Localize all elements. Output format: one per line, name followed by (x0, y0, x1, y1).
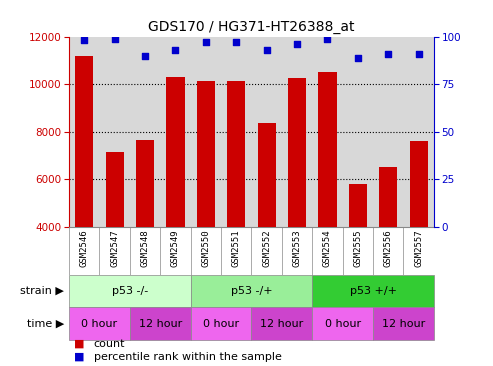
Text: GSM2556: GSM2556 (384, 229, 393, 267)
Title: GDS170 / HG371-HT26388_at: GDS170 / HG371-HT26388_at (148, 20, 354, 34)
Text: p53 -/-: p53 -/- (112, 286, 148, 296)
Bar (166, 77, 184, 227)
Bar (75, 56, 93, 227)
Bar (318, 72, 337, 227)
Bar (106, 152, 124, 227)
Point (110, 36, 119, 41)
Point (384, 51, 392, 57)
Text: p53 -/+: p53 -/+ (231, 286, 272, 296)
Text: count: count (94, 339, 125, 349)
Text: ■: ■ (74, 339, 84, 349)
Text: p53 +/+: p53 +/+ (350, 286, 396, 296)
Point (415, 51, 423, 57)
Text: GSM2555: GSM2555 (353, 229, 362, 267)
Point (232, 40, 240, 45)
Bar (130, 307, 191, 340)
Text: GSM2552: GSM2552 (262, 229, 271, 267)
Bar (69, 274, 191, 307)
Bar (136, 140, 154, 227)
Bar (312, 274, 434, 307)
Bar (373, 307, 434, 340)
Text: 0 hour: 0 hour (324, 319, 361, 329)
Text: GSM2547: GSM2547 (110, 229, 119, 267)
Bar (312, 307, 373, 340)
Text: 0 hour: 0 hour (81, 319, 117, 329)
Text: 12 hour: 12 hour (260, 319, 304, 329)
Point (172, 47, 179, 53)
Bar (227, 81, 246, 227)
Bar (410, 141, 428, 227)
Text: GSM2554: GSM2554 (323, 229, 332, 267)
Text: GSM2550: GSM2550 (201, 229, 211, 267)
Text: 0 hour: 0 hour (203, 319, 239, 329)
Text: time ▶: time ▶ (27, 319, 64, 329)
Bar (379, 168, 397, 227)
Bar (257, 123, 276, 227)
Point (293, 41, 301, 47)
Bar (349, 184, 367, 227)
Text: 12 hour: 12 hour (139, 319, 182, 329)
Text: 12 hour: 12 hour (382, 319, 425, 329)
Text: GSM2553: GSM2553 (292, 229, 302, 267)
Bar (191, 307, 251, 340)
Text: GSM2551: GSM2551 (232, 229, 241, 267)
Bar (197, 81, 215, 227)
Text: strain ▶: strain ▶ (20, 286, 64, 296)
Text: ■: ■ (74, 352, 84, 362)
Text: percentile rank within the sample: percentile rank within the sample (94, 352, 282, 362)
Bar (251, 307, 312, 340)
Point (202, 40, 210, 45)
Bar (288, 78, 306, 227)
Point (323, 36, 331, 41)
Point (80, 37, 88, 43)
Text: GSM2548: GSM2548 (141, 229, 149, 267)
Bar (69, 307, 130, 340)
Point (354, 55, 362, 60)
Point (263, 47, 271, 53)
Text: GSM2546: GSM2546 (80, 229, 89, 267)
Bar (191, 274, 312, 307)
Text: GSM2549: GSM2549 (171, 229, 180, 267)
Point (141, 53, 149, 59)
Text: GSM2557: GSM2557 (414, 229, 423, 267)
